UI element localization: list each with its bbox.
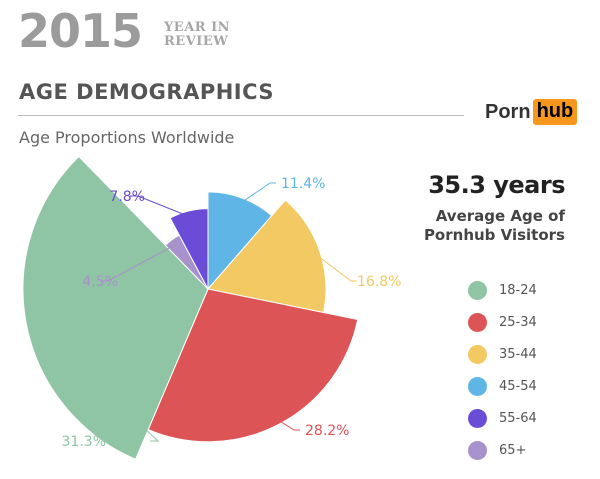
legend-label-65+: 65+ [499, 442, 527, 458]
legend-label-35-44: 35-44 [499, 346, 537, 362]
leader-line-65+ [100, 244, 176, 282]
title-divider [18, 115, 464, 116]
data-label-18-24: 31.3% [62, 434, 106, 450]
year-in-review-badge-line1: YEAR IN [164, 20, 231, 35]
data-label-35-44: 16.8% [357, 274, 401, 290]
year-heading: 2015 [18, 4, 143, 58]
leader-line-35-44 [313, 252, 357, 282]
legend-swatch-25-34 [468, 312, 487, 332]
brand-logo: Porn hub [485, 99, 578, 125]
legend-label-45-54: 45-54 [499, 378, 537, 394]
legend-swatch-35-44 [468, 344, 487, 364]
average-age-value: 35.3 years [428, 171, 565, 199]
legend-swatch-18-24 [468, 280, 487, 300]
chart-subtitle: Age Proportions Worldwide [19, 128, 235, 147]
average-age-label-line1: Average Age of [435, 207, 565, 225]
slice-25-34 [147, 288, 359, 443]
slice-18-24 [22, 155, 209, 460]
data-label-25-34: 28.2% [305, 423, 349, 439]
legend-item-25-34: 25-34 [468, 306, 537, 338]
legend-swatch-55-64 [468, 408, 487, 428]
year-in-review-badge-line2: REVIEW [164, 34, 229, 49]
leader-line-18-24 [31, 321, 160, 442]
legend-item-35-44: 35-44 [468, 338, 537, 370]
leader-line-25-34 [276, 418, 300, 431]
legend-swatch-45-54 [468, 376, 487, 396]
slice-55-64 [169, 208, 209, 290]
legend-item-18-24: 18-24 [468, 274, 537, 306]
legend-swatch-65+ [468, 440, 487, 460]
logo-text-left: Porn [485, 100, 531, 123]
average-age-label: Average Age of Pornhub Visitors [365, 207, 565, 245]
slice-45-54 [207, 191, 273, 291]
average-age-label-line2: Pornhub Visitors [423, 226, 565, 244]
legend-item-45-54: 45-54 [468, 370, 537, 402]
leader-line-45-54 [239, 182, 276, 205]
legend-item-55-64: 55-64 [468, 402, 537, 434]
data-label-45-54: 11.4% [281, 176, 325, 192]
chart-legend: 18-24 25-34 35-44 45-54 55-64 65+ [468, 274, 537, 466]
legend-label-25-34: 25-34 [499, 314, 537, 330]
data-label-55-64: 7.8% [109, 189, 145, 205]
leader-line-55-64 [130, 195, 191, 218]
legend-label-18-24: 18-24 [499, 282, 537, 298]
legend-item-65+: 65+ [468, 434, 537, 466]
logo-text-right: hub [532, 99, 578, 125]
data-label-65+: 4.5% [82, 274, 118, 290]
slice-35-44 [207, 199, 327, 314]
legend-label-55-64: 55-64 [499, 410, 537, 426]
page-title: AGE DEMOGRAPHICS [19, 80, 275, 104]
